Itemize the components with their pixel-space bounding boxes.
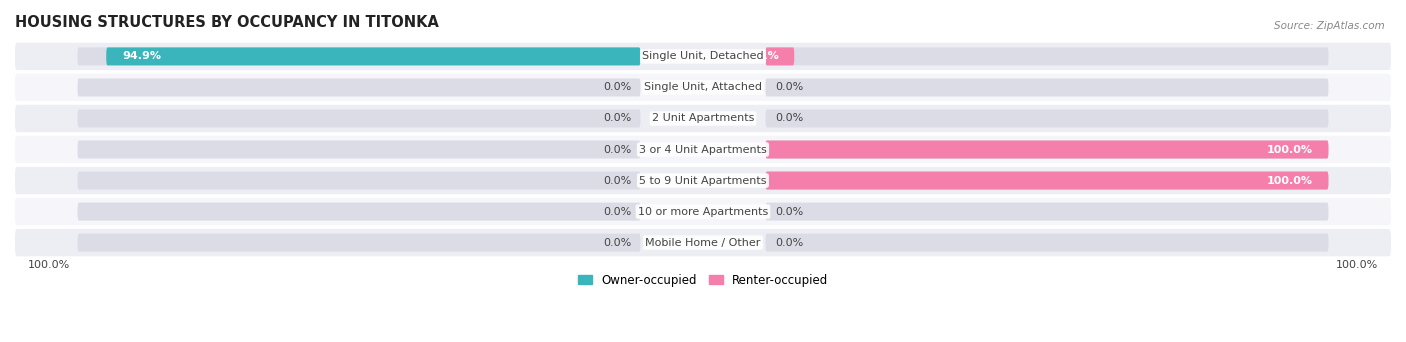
FancyBboxPatch shape [765,202,1329,221]
FancyBboxPatch shape [77,202,641,221]
FancyBboxPatch shape [765,48,794,65]
FancyBboxPatch shape [765,78,1329,96]
FancyBboxPatch shape [765,48,1329,65]
FancyBboxPatch shape [15,229,1391,256]
FancyBboxPatch shape [77,234,641,252]
FancyBboxPatch shape [77,141,641,158]
Text: 94.9%: 94.9% [122,51,160,62]
Text: Single Unit, Detached: Single Unit, Detached [643,51,763,62]
FancyBboxPatch shape [77,172,641,189]
FancyBboxPatch shape [765,172,1329,189]
Text: HOUSING STRUCTURES BY OCCUPANCY IN TITONKA: HOUSING STRUCTURES BY OCCUPANCY IN TITON… [15,15,439,30]
Text: 0.0%: 0.0% [603,175,631,186]
Text: 3 or 4 Unit Apartments: 3 or 4 Unit Apartments [640,145,766,155]
Text: 0.0%: 0.0% [603,207,631,216]
FancyBboxPatch shape [15,198,1391,225]
Text: Source: ZipAtlas.com: Source: ZipAtlas.com [1274,21,1385,30]
Legend: Owner-occupied, Renter-occupied: Owner-occupied, Renter-occupied [572,269,834,291]
FancyBboxPatch shape [765,172,1329,189]
Text: 5.1%: 5.1% [748,51,779,62]
FancyBboxPatch shape [15,74,1391,101]
Text: 0.0%: 0.0% [603,238,631,248]
FancyBboxPatch shape [77,48,641,65]
Text: Mobile Home / Other: Mobile Home / Other [645,238,761,248]
FancyBboxPatch shape [765,141,1329,158]
Text: 0.0%: 0.0% [775,114,803,123]
Text: 100.0%: 100.0% [1267,145,1313,155]
Text: 10 or more Apartments: 10 or more Apartments [638,207,768,216]
Text: 100.0%: 100.0% [1267,175,1313,186]
Text: 100.0%: 100.0% [28,260,70,270]
Text: 0.0%: 0.0% [603,145,631,155]
FancyBboxPatch shape [765,109,1329,128]
Text: 0.0%: 0.0% [775,207,803,216]
FancyBboxPatch shape [77,109,641,128]
Text: 2 Unit Apartments: 2 Unit Apartments [652,114,754,123]
Text: 0.0%: 0.0% [775,82,803,92]
FancyBboxPatch shape [765,234,1329,252]
FancyBboxPatch shape [15,136,1391,163]
FancyBboxPatch shape [15,43,1391,70]
FancyBboxPatch shape [15,167,1391,194]
Text: 100.0%: 100.0% [1336,260,1378,270]
FancyBboxPatch shape [77,78,641,96]
FancyBboxPatch shape [107,48,641,65]
FancyBboxPatch shape [765,141,1329,158]
Text: 0.0%: 0.0% [603,114,631,123]
Text: Single Unit, Attached: Single Unit, Attached [644,82,762,92]
Text: 5 to 9 Unit Apartments: 5 to 9 Unit Apartments [640,175,766,186]
Text: 0.0%: 0.0% [775,238,803,248]
Text: 0.0%: 0.0% [603,82,631,92]
FancyBboxPatch shape [15,105,1391,132]
